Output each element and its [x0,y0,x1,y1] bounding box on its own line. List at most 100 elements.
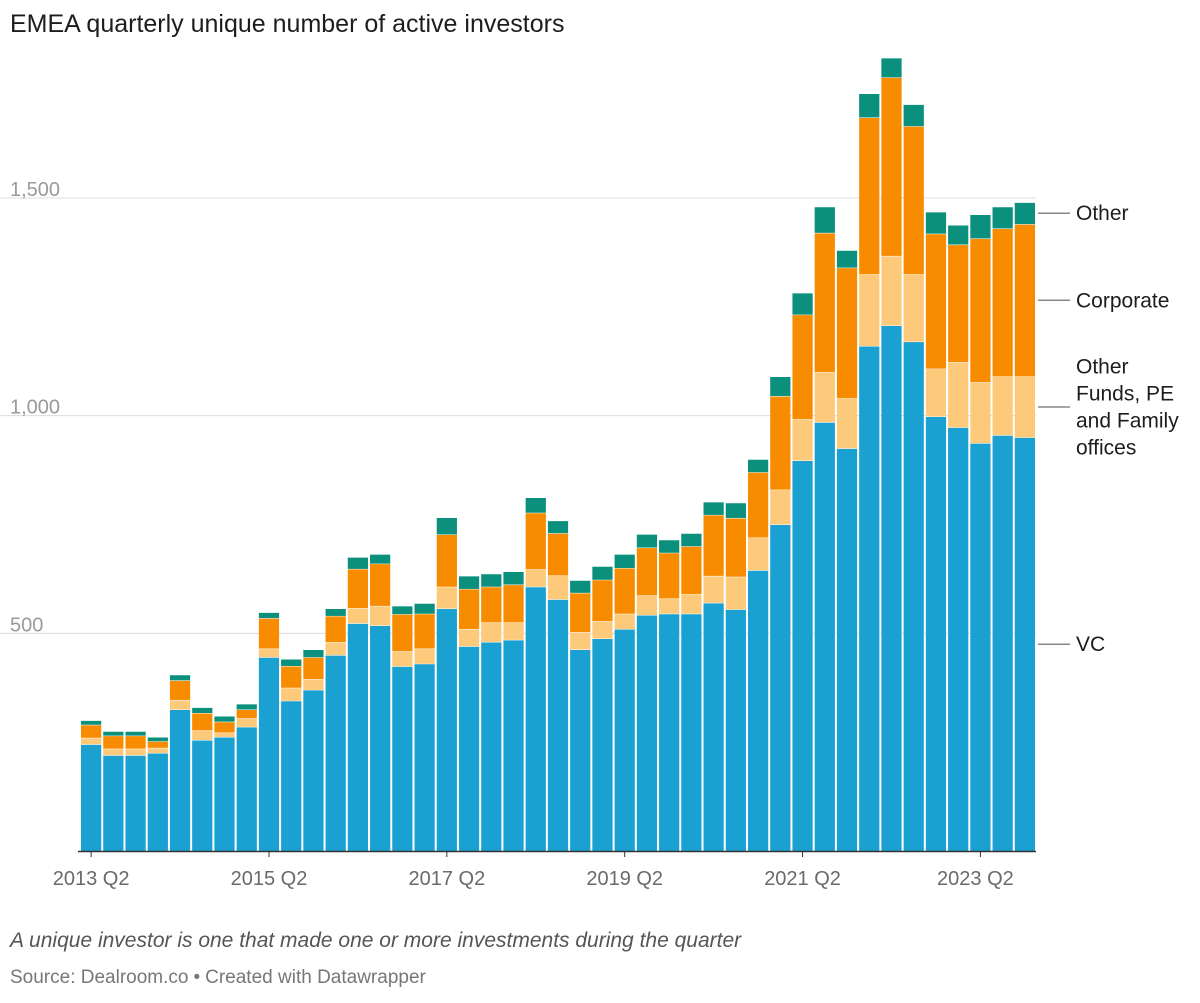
bar-segment [303,679,324,690]
legend: VC Other Funds, PE and Family offices Corpora… [1038,202,1179,656]
bar-segment [570,632,591,650]
x-tick-label: 2021 Q2 [764,868,841,890]
bar-segment [192,707,213,713]
bar-segment [903,126,924,275]
bar-segment [281,659,302,666]
bar-segment [614,568,635,614]
bar-segment [192,730,213,740]
bar-segment [214,716,235,722]
bar-segment [1014,376,1035,438]
bar-segment [925,416,947,851]
bar-segment [992,435,1013,851]
bar-segment [81,724,102,738]
bar-segment [81,737,102,745]
bar-segment [303,689,324,851]
chart-note: A unique investor is one that made one o… [10,929,742,952]
bar-segment [903,104,924,127]
bar-segment [636,615,658,851]
bar-segment [370,605,391,626]
y-tick-label: 500 [10,614,43,636]
bar-segment [414,603,435,614]
y-tick-label: 1,500 [10,179,60,201]
bar-segment [503,639,524,851]
bar-segment [792,314,813,420]
bar-segment [636,547,658,596]
bar-segment [570,649,591,851]
bar-segment [525,569,546,587]
bar-segment [147,736,168,742]
source-text: Source: Dealroom.co [10,967,189,988]
x-tick-label: 2015 Q2 [231,868,308,890]
bar-segment [103,735,124,749]
bar-segment [481,573,502,587]
bar-segment [547,599,569,851]
bar-segment [347,623,369,851]
bar-segment [503,622,524,640]
bar-segment [970,382,991,444]
bar-segment [636,534,658,548]
bar-segment [458,588,480,629]
bar-segment [192,739,213,851]
bar-segment [436,517,457,535]
bar-segment [792,292,813,315]
bar-segment [747,472,769,538]
chart-source: Source: Dealroom.co • Created with Datawra… [10,967,426,989]
bar-segment [814,206,835,233]
bar-segment [281,700,302,851]
bar-segment [859,117,880,275]
bar-segment [169,680,191,700]
bar-segment [770,376,791,397]
bar-segment [614,554,635,569]
bar-segment [814,232,835,373]
bar-segment [725,502,746,518]
bar-segment [859,346,880,851]
bar-segment [881,77,902,256]
bar-segment [992,206,1013,229]
bar-segment [103,755,124,851]
bar-segment [859,274,880,347]
bar-segment [236,726,257,851]
bar-segment [703,514,724,576]
bar-segment [570,580,591,593]
bar-segment [525,586,546,851]
bar-segment [659,613,680,851]
bar-segment [659,539,680,553]
bar-segment [147,753,168,851]
legend-label: Other Funds, PE and Family offices [1076,355,1179,459]
bar-segment [125,731,146,736]
bar-segment [903,274,924,342]
bar-segment [903,341,924,851]
bar-segment [948,244,969,363]
x-tick-label: 2023 Q2 [937,868,1014,890]
bar-segment [970,238,991,383]
bar-segment [481,586,502,623]
bar-segment [525,512,546,570]
bar-segment [125,755,146,851]
bar-segment [414,648,435,664]
bar-segment [169,709,191,851]
bar-segment [458,575,480,589]
bar-segment [281,687,302,701]
bar-segment [325,615,346,643]
bar-segment [859,93,880,118]
bar-segment [303,649,324,658]
bar-segment [992,228,1013,377]
bar-segment [770,396,791,490]
bar-segment [392,605,413,615]
bar-segment [592,621,613,639]
stacked-bar-chart: 500 1,000 1,500 2013 Q2 2015 Q2 2017 Q2 2019 … [0,57,1179,890]
source-separator: • [193,967,201,988]
bar-segment [392,666,413,851]
bar-segment [347,568,369,609]
bar-segment [703,602,724,851]
bar-segment [592,638,613,851]
chart-title: EMEA quarterly unique number of active i… [10,10,565,38]
bar-segment [770,489,791,525]
bar-segment [347,557,369,569]
bar-segment [481,642,502,851]
bar-segment [325,655,346,851]
bar-segment [970,443,991,851]
bar-segment [347,608,369,624]
bar-segment [214,721,235,733]
bar-segment [192,712,213,731]
